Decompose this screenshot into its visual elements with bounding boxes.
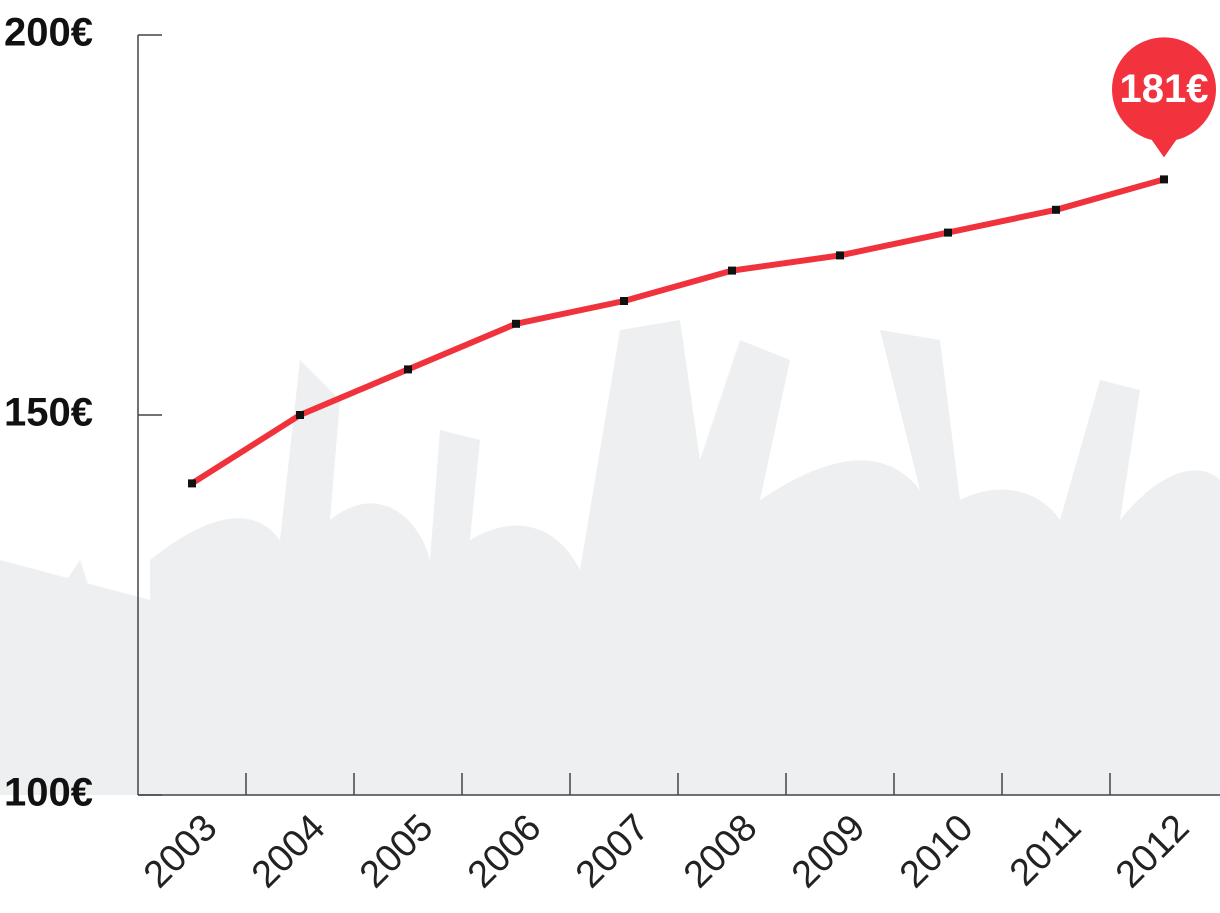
point bbox=[620, 297, 628, 305]
point bbox=[728, 267, 736, 275]
point bbox=[188, 479, 196, 487]
point bbox=[1160, 175, 1168, 183]
x-tick-label: 2011 bbox=[1002, 807, 1089, 894]
x-tick-label: 2008 bbox=[676, 807, 765, 896]
x-tick-label: 2009 bbox=[784, 807, 873, 896]
point bbox=[1052, 206, 1060, 214]
point bbox=[512, 320, 520, 328]
x-tick-label: 2007 bbox=[568, 807, 657, 896]
crowd-background bbox=[0, 320, 1220, 795]
chart: 100€ 150€ 200€ 2003200420052006200720082009… bbox=[0, 0, 1220, 913]
bubble-pointer bbox=[1150, 137, 1178, 157]
value-label: 181€ bbox=[1120, 67, 1209, 111]
x-tick-label: 2012 bbox=[1108, 807, 1197, 896]
point bbox=[404, 365, 412, 373]
value-label-bubble: 181€ bbox=[1112, 37, 1216, 157]
point bbox=[296, 411, 304, 419]
x-tick-label: 2005 bbox=[352, 807, 441, 896]
y-tick-label: 200€ bbox=[4, 11, 93, 55]
x-tick-label: 2010 bbox=[892, 807, 981, 896]
point bbox=[944, 229, 952, 237]
y-tick-label: 100€ bbox=[4, 771, 93, 815]
x-tick-label: 2006 bbox=[460, 807, 549, 896]
x-tick-label: 2003 bbox=[136, 807, 225, 896]
y-tick-label: 150€ bbox=[4, 391, 93, 435]
point bbox=[836, 251, 844, 259]
x-tick-label: 2004 bbox=[244, 807, 333, 896]
